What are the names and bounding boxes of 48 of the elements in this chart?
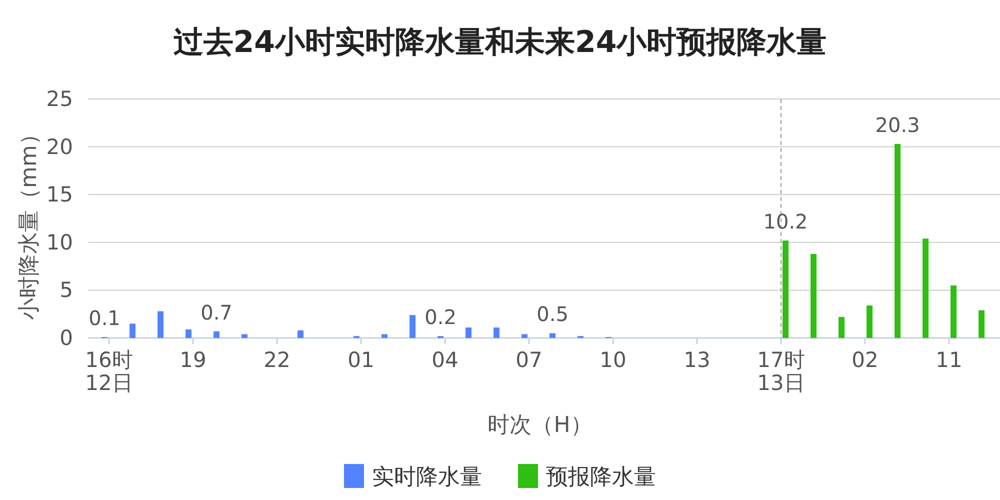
chart-title: 过去24小时实时降水量和未来24小时预报降水量	[173, 25, 827, 60]
bar	[550, 333, 556, 338]
bar	[242, 334, 248, 338]
x-tick-label: 07	[516, 348, 542, 372]
x-tick-label: 17时 13日	[757, 348, 805, 396]
data-label: 0.7	[200, 300, 232, 324]
bar	[298, 330, 304, 338]
data-label: 0.5	[536, 302, 568, 326]
y-tick-label: 20	[46, 134, 73, 159]
bar	[130, 324, 136, 338]
y-tick-label: 0	[60, 326, 73, 350]
bar	[522, 334, 528, 338]
x-tick-label: 10	[600, 348, 626, 372]
y-axis-title: 小时降水量（mm）	[17, 123, 42, 320]
bar	[838, 316, 845, 338]
bar	[922, 238, 929, 338]
legend-label: 预报降水量	[546, 465, 656, 490]
y-tick-label: 15	[46, 182, 73, 207]
data-label: 0.1	[88, 306, 120, 330]
y-tick-label: 25	[46, 87, 73, 111]
data-label: 20.3	[875, 112, 920, 137]
x-axis-title: 时次（H）	[488, 413, 592, 438]
data-label: 0.2	[424, 305, 456, 330]
bar	[382, 334, 388, 338]
x-tick-label: 01	[348, 348, 374, 372]
x-tick-label: 22	[264, 348, 290, 372]
bar	[466, 327, 472, 338]
bar	[158, 311, 164, 338]
x-tick-label: 04	[432, 348, 458, 372]
data-label: 10.2	[763, 209, 808, 234]
bar	[410, 315, 416, 338]
bar	[866, 305, 873, 338]
bar	[950, 285, 957, 338]
legend-label: 实时降水量	[372, 465, 482, 490]
bar	[186, 329, 192, 338]
bar	[214, 331, 220, 338]
bar	[494, 327, 500, 338]
bar	[978, 310, 985, 338]
x-tick-label: 02	[852, 348, 878, 372]
bar	[894, 144, 901, 338]
x-tick-label: 19	[180, 348, 206, 372]
x-tick-label: 13	[684, 348, 710, 372]
bar	[810, 254, 817, 338]
y-tick-label: 10	[46, 230, 73, 254]
y-tick-label: 5	[60, 278, 73, 302]
x-tick-label: 11	[936, 348, 962, 372]
x-tick-label: 16时 12日	[85, 348, 133, 396]
bar	[782, 240, 789, 338]
